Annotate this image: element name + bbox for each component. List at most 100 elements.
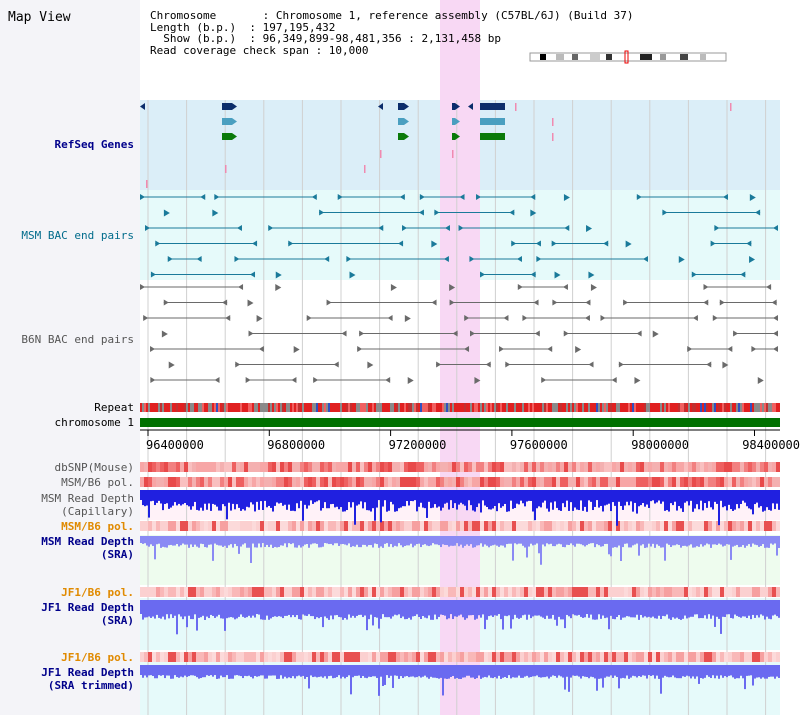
repeat-segment [704, 403, 706, 412]
msm-depth-sra-bar [342, 536, 344, 544]
msm-depth-sra-bar [550, 536, 552, 544]
jf1-depth-trim-bar [250, 665, 252, 677]
msm-b6-pol-heat [392, 477, 396, 487]
jf1-b6-pol-2-heat [608, 652, 612, 662]
jf1-depth-trim-bar [164, 665, 166, 679]
repeat-segment [256, 403, 258, 412]
repeat-segment [230, 403, 232, 412]
msm-b6-pol-2-heat [492, 521, 496, 531]
jf1-depth-sra-bar [380, 600, 382, 619]
msm-depth-cap-bar [298, 490, 300, 509]
jf1-depth-trim-bar [670, 665, 672, 678]
repeat-segment [310, 403, 312, 412]
jf1-b6-pol-2-heat [584, 652, 588, 662]
dbsnp-heat [712, 462, 716, 472]
msm-depth-sra-bar [392, 536, 394, 548]
repeat-segment [672, 403, 674, 412]
jf1-depth-trim-bar [400, 665, 402, 677]
dbsnp-heat [692, 462, 696, 472]
jf1-b6-pol-heat [644, 587, 648, 597]
msm-depth-cap-bar [596, 490, 598, 501]
jf1-depth-sra-bar [772, 600, 774, 616]
msm-b6-pol-2-heat [464, 521, 468, 531]
dbsnp-heat [688, 462, 692, 472]
jf1-depth-sra-bar [402, 600, 404, 617]
jf1-b6-pol-2-heat [708, 652, 712, 662]
msm-depth-sra-bar [510, 536, 512, 544]
b6n-bac-pair-end [367, 361, 374, 369]
jf1-depth-sra-bar [668, 600, 670, 619]
jf1-depth-sra-bar [230, 600, 232, 618]
msm-depth-cap-bar [208, 490, 210, 504]
msm-depth-cap-bar [474, 490, 476, 512]
dbsnp-heat [564, 462, 568, 472]
msm-b6-pol-heat [144, 477, 148, 487]
msm-depth-cap-bar [466, 490, 468, 511]
msm-depth-sra-bar [288, 536, 290, 544]
jf1-depth-sra-bar [276, 600, 278, 617]
dbsnp-heat [532, 462, 536, 472]
jf1-depth-trim-bar [448, 665, 450, 679]
jf1-b6-pol-2-heat [264, 652, 268, 662]
jf1-depth-trim-bar [262, 665, 264, 676]
repeat-segment [292, 403, 294, 412]
jf1-depth-trim-bar [484, 665, 486, 677]
jf1-depth-sra-bar [582, 600, 584, 618]
jf1-depth-sra-bar [414, 600, 416, 616]
dbsnp-heat [416, 462, 420, 472]
jf1-depth-trim-bar [630, 665, 632, 678]
track-label-b6n-bac[interactable]: B6N BAC end pairs [21, 333, 134, 346]
repeat-segment [618, 403, 620, 412]
msm-bac-pair-end [722, 194, 728, 200]
b6n-bac-pair-end [248, 330, 254, 337]
msm-depth-sra-bar [198, 536, 200, 548]
msm-depth-sra-bar [654, 536, 656, 548]
repeat-segment [480, 403, 482, 412]
msm-depth-cap-bar [652, 490, 654, 501]
jf1-depth-trim-bar [726, 665, 728, 678]
b6n-bac-pair-end [291, 377, 297, 383]
jf1-b6-pol-2-heat [684, 652, 688, 662]
track-label-msm-bac[interactable]: MSM BAC end pairs [21, 229, 134, 242]
msm-depth-sra-bar [618, 536, 620, 546]
jf1-b6-pol-heat [664, 587, 668, 597]
jf1-depth-trim-bar [582, 665, 584, 677]
repeat-segment [352, 403, 354, 412]
msm-depth-sra-bar [742, 536, 744, 546]
jf1-b6-pol-heat [324, 587, 328, 597]
msm-depth-cap-bar [310, 490, 312, 501]
msm-depth-sra-bar [656, 536, 658, 545]
jf1-b6-pol-heat [192, 587, 196, 597]
msm-depth-sra-bar [512, 536, 514, 561]
msm-depth-sra-bar [554, 536, 556, 547]
refseq-gene-head [455, 103, 460, 110]
repeat-segment [298, 403, 300, 412]
repeat-segment [426, 403, 428, 412]
jf1-b6-pol-heat [360, 587, 364, 597]
msm-depth-sra-bar [148, 536, 150, 547]
msm-depth-sra-bar [536, 536, 538, 544]
repeat-segment [772, 403, 774, 412]
jf1-depth-trim-bar [194, 665, 196, 676]
track-label-refseq[interactable]: RefSeq Genes [54, 138, 134, 151]
msm-depth-cap-bar [284, 490, 286, 505]
jf1-depth-trim-bar [460, 665, 462, 679]
msm-depth-cap-bar [666, 490, 668, 511]
dbsnp-heat [472, 462, 476, 472]
msm-depth-cap-bar [658, 490, 660, 501]
msm-depth-sra-bar [676, 536, 678, 545]
jf1-b6-pol-2-heat [548, 652, 552, 662]
msm-depth-sra-bar [546, 536, 548, 544]
repeat-segment [178, 403, 180, 412]
dbsnp-heat [360, 462, 364, 472]
dbsnp-heat [340, 462, 344, 472]
msm-depth-cap-bar [158, 490, 160, 501]
ideogram-band [680, 54, 688, 60]
jf1-b6-pol-2-heat [320, 652, 324, 662]
jf1-b6-pol-2-heat [544, 652, 548, 662]
jf1-b6-pol-2-heat [532, 652, 536, 662]
jf1-depth-trim-bar [330, 665, 332, 676]
repeat-segment [724, 403, 726, 412]
msm-depth-cap-bar [690, 490, 692, 501]
msm-b6-pol-heat [364, 477, 368, 487]
